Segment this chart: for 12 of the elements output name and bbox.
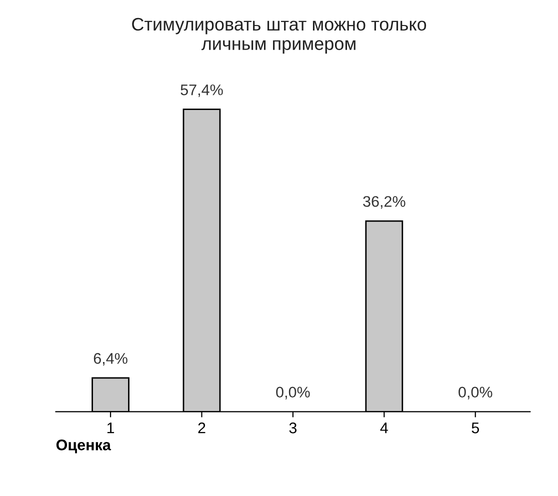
x-tick-label: 1 — [107, 422, 114, 434]
x-axis-title: Оценка — [56, 440, 112, 454]
data-label: 6,4% — [94, 353, 128, 366]
x-tick-label: 3 — [289, 422, 297, 434]
x-tick-label: 2 — [198, 422, 206, 434]
data-label: 0,0% — [458, 386, 492, 400]
x-tick-label: 4 — [380, 422, 388, 434]
x-tick-label: 5 — [472, 422, 479, 434]
data-label: 0,0% — [276, 386, 310, 400]
chart-title: Стимулировать штат можно только личным примером — [132, 18, 426, 54]
data-label: 36,2% — [363, 196, 406, 209]
data-label: 57,4% — [180, 84, 223, 98]
